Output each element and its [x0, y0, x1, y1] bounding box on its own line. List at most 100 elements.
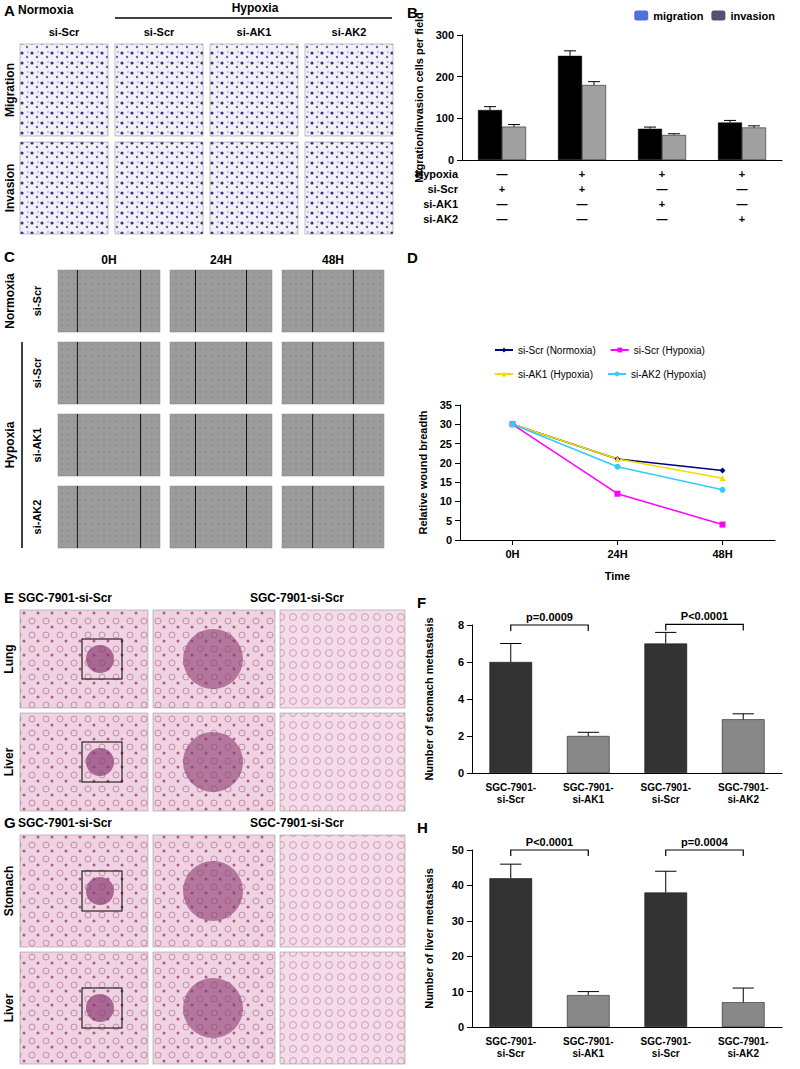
svg-text:si-AK1: si-AK1: [31, 428, 43, 463]
svg-text:—: —: [497, 198, 508, 210]
svg-text:SGC-7901-: SGC-7901-: [563, 1036, 614, 1047]
svg-text:si-Scr: si-Scr: [497, 1048, 525, 1059]
svg-text:SGC-7901-: SGC-7901-: [640, 782, 691, 793]
svg-text:50: 50: [452, 844, 464, 856]
svg-text:F: F: [417, 594, 426, 611]
svg-text:Invasion: Invasion: [3, 164, 17, 213]
svg-text:24H: 24H: [210, 253, 232, 267]
svg-text:100: 100: [436, 112, 454, 124]
svg-text:+: +: [739, 168, 745, 180]
svg-text:Liver: Liver: [2, 993, 16, 1022]
svg-text:Migration: Migration: [3, 63, 17, 117]
svg-text:—: —: [657, 213, 668, 225]
svg-text:Migration/invasion cells per f: Migration/invasion cells per field: [413, 12, 425, 183]
svg-text:H: H: [417, 819, 428, 836]
svg-text:SGC-7901-: SGC-7901-: [640, 1036, 691, 1047]
svg-text:si-Scr: si-Scr: [652, 1048, 680, 1059]
svg-text:si-AK2: si-AK2: [332, 26, 367, 38]
svg-text:+: +: [659, 168, 665, 180]
svg-text:+: +: [499, 183, 505, 195]
svg-text:Normoxia: Normoxia: [3, 273, 17, 329]
svg-text:48H: 48H: [322, 253, 344, 267]
svg-text:A: A: [4, 2, 15, 19]
svg-text:SGC-7901-: SGC-7901-: [718, 1036, 769, 1047]
svg-text:10: 10: [452, 986, 464, 998]
svg-text:si-AK2: si-AK2: [31, 500, 43, 535]
svg-text:24H: 24H: [607, 548, 627, 560]
svg-text:25: 25: [440, 438, 452, 450]
svg-text:Liver: Liver: [2, 747, 16, 776]
svg-text:C: C: [4, 248, 15, 265]
svg-text:E: E: [4, 589, 14, 606]
svg-text:0: 0: [448, 154, 454, 166]
svg-text:SGC-7901-si-Scr: SGC-7901-si-Scr: [18, 816, 112, 830]
svg-text:si-Scr: si-Scr: [497, 794, 525, 805]
svg-text:200: 200: [436, 71, 454, 83]
svg-text:si-Scr: si-Scr: [427, 183, 458, 195]
svg-text:0H: 0H: [101, 253, 116, 267]
svg-text:si-AK1: si-AK1: [423, 198, 458, 210]
svg-text:si-Scr: si-Scr: [31, 357, 43, 388]
svg-text:5: 5: [446, 515, 452, 527]
svg-text:P<0.0001: P<0.0001: [681, 610, 728, 622]
svg-text:0H: 0H: [505, 548, 519, 560]
svg-text:si-AK1: si-AK1: [237, 26, 272, 38]
svg-text:8: 8: [458, 619, 464, 631]
svg-text:si-Scr: si-Scr: [49, 26, 80, 38]
svg-text:Normoxia: Normoxia: [18, 3, 74, 17]
svg-text:—: —: [497, 168, 508, 180]
svg-text:0: 0: [446, 534, 452, 546]
svg-text:P<0.0001: P<0.0001: [526, 836, 573, 848]
svg-text:SGC-7901-si-Scr: SGC-7901-si-Scr: [18, 591, 112, 605]
svg-text:B: B: [407, 4, 418, 21]
svg-text:0: 0: [458, 767, 464, 779]
svg-text:SGC-7901-: SGC-7901-: [718, 782, 769, 793]
svg-text:15: 15: [440, 476, 452, 488]
svg-text:si-AK2: si-AK2: [423, 213, 458, 225]
svg-text:35: 35: [440, 399, 452, 411]
svg-text:SGC-7901-si-Scr: SGC-7901-si-Scr: [250, 816, 344, 830]
svg-text:si-Scr (Normoxia): si-Scr (Normoxia): [518, 345, 596, 356]
svg-text:+: +: [659, 198, 665, 210]
svg-text:SGC-7901-: SGC-7901-: [485, 782, 536, 793]
svg-text:Relative wound breadth: Relative wound breadth: [417, 410, 429, 534]
svg-text:p=0.0009: p=0.0009: [526, 611, 573, 623]
svg-text:300: 300: [436, 29, 454, 41]
svg-text:invasion: invasion: [730, 10, 775, 22]
svg-text:Number of liver metastasis: Number of liver metastasis: [423, 868, 435, 1009]
svg-text:D: D: [407, 249, 418, 266]
svg-text:48H: 48H: [712, 548, 732, 560]
svg-text:si-Scr: si-Scr: [144, 26, 175, 38]
svg-text:si-AK2: si-AK2: [727, 1048, 759, 1059]
svg-text:migration: migration: [653, 10, 703, 22]
svg-text:30: 30: [440, 418, 452, 430]
svg-text:4: 4: [458, 693, 465, 705]
svg-text:0: 0: [458, 1021, 464, 1033]
svg-text:Number of stomach metastasis: Number of stomach metastasis: [423, 617, 435, 780]
svg-text:—: —: [577, 198, 588, 210]
svg-text:—: —: [737, 183, 748, 195]
svg-text:si-AK2: si-AK2: [727, 794, 759, 805]
svg-text:si-Scr: si-Scr: [31, 285, 43, 316]
svg-text:20: 20: [440, 457, 452, 469]
svg-text:si-Scr: si-Scr: [652, 794, 680, 805]
svg-text:+: +: [579, 183, 585, 195]
svg-text:Hypoxia: Hypoxia: [3, 421, 17, 468]
svg-text:—: —: [737, 198, 748, 210]
svg-text:20: 20: [452, 950, 464, 962]
svg-text:—: —: [497, 213, 508, 225]
svg-text:30: 30: [452, 915, 464, 927]
svg-text:SGC-7901-: SGC-7901-: [485, 1036, 536, 1047]
svg-text:p=0.0004: p=0.0004: [681, 836, 729, 848]
svg-text:Time: Time: [605, 570, 630, 582]
svg-text:—: —: [577, 213, 588, 225]
svg-text:SGC-7901-si-Scr: SGC-7901-si-Scr: [250, 591, 344, 605]
svg-text:si-AK1: si-AK1: [572, 1048, 604, 1059]
svg-text:40: 40: [452, 879, 464, 891]
svg-text:2: 2: [458, 730, 464, 742]
svg-text:Hypoxia: Hypoxia: [232, 1, 279, 15]
svg-text:si-AK1: si-AK1: [572, 794, 604, 805]
svg-text:—: —: [657, 183, 668, 195]
svg-text:si-AK1 (Hypoxia): si-AK1 (Hypoxia): [518, 369, 593, 380]
svg-text:Stomach: Stomach: [2, 866, 16, 917]
